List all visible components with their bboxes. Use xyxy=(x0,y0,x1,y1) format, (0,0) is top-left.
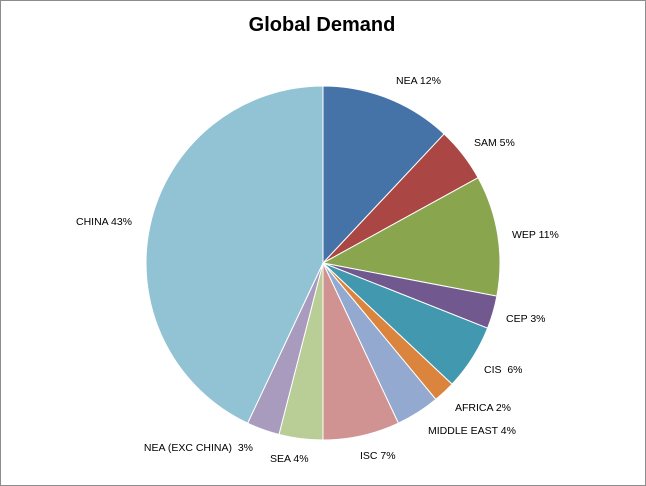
slice-label: ISC 7% xyxy=(360,450,396,462)
slice-label: AFRICA 2% xyxy=(455,402,511,414)
pie-slice xyxy=(322,85,445,265)
pie-slice xyxy=(321,177,501,297)
slice-label: CEP 3% xyxy=(506,313,546,325)
slice-label: SAM 5% xyxy=(474,137,515,149)
slice-label: WEP 11% xyxy=(512,229,559,241)
pie-slices xyxy=(145,85,501,441)
slice-label: CHINA 43% xyxy=(76,216,132,228)
slice-label: NEA 12% xyxy=(396,75,441,87)
pie-labels: NEA 12% SAM 5% WEP 11% CEP 3% CIS 6% AFRICA 2… xyxy=(76,75,559,465)
pie-slice xyxy=(145,85,324,424)
slice-label: SEA 4% xyxy=(270,453,309,465)
slice-label: MIDDLE EAST 4% xyxy=(428,425,516,437)
slice-label: CIS 6% xyxy=(484,364,523,376)
slice-label: NEA (EXC CHINA) 3% xyxy=(144,442,253,454)
chart-title: Global Demand xyxy=(248,14,396,36)
